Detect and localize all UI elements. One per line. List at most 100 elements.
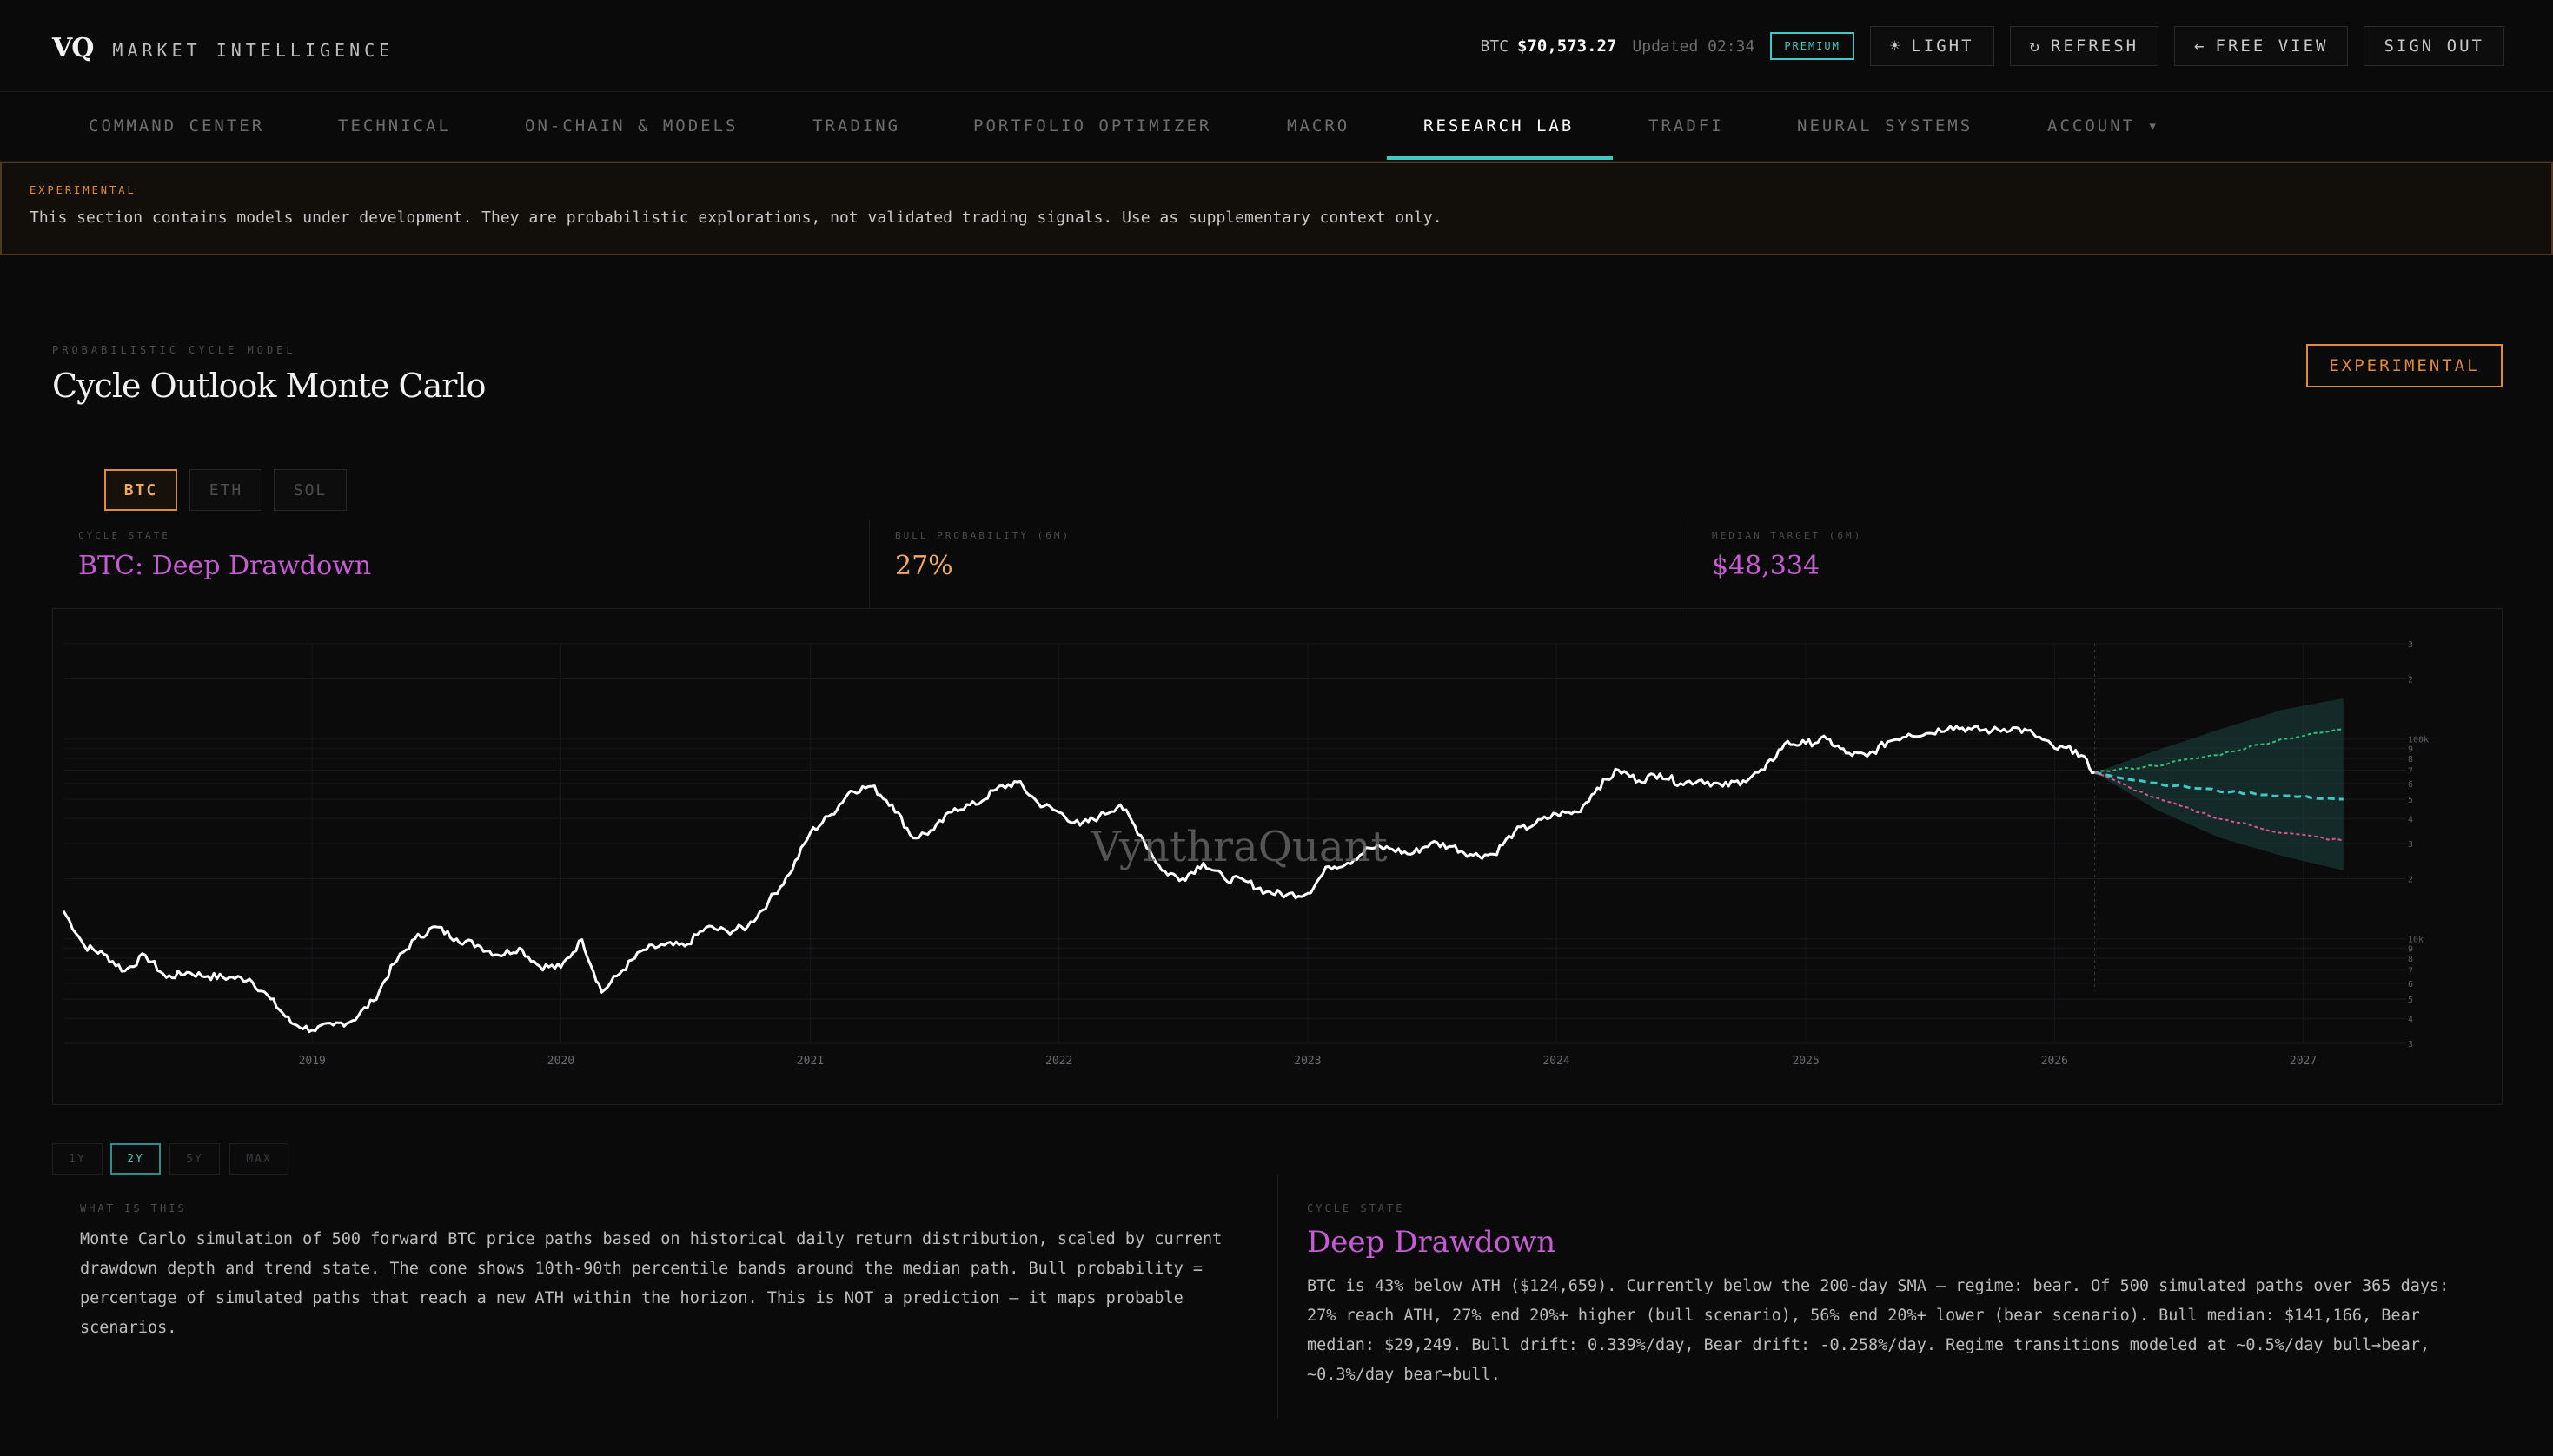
sun-icon: ☀	[1889, 36, 1903, 56]
top-right-controls: BTC $70,573.27 Updated 02:34 PREMIUM ☀ L…	[1481, 26, 2504, 66]
free-view-label: FREE VIEW	[2215, 36, 2329, 56]
price-line	[62, 725, 2095, 1034]
chart-watermark: VynthraQuant	[1090, 823, 1388, 871]
y-tick-label: 4	[2408, 815, 2413, 824]
nav-account[interactable]: ACCOUNT ▾	[2047, 116, 2160, 136]
x-tick-label: 2023	[1294, 1055, 1321, 1068]
stat-bull-probability: BULL PROBABILITY (6M) 27%	[895, 520, 1677, 608]
x-tick-label: 2024	[1542, 1055, 1569, 1068]
y-tick-label: 4	[2408, 1015, 2413, 1024]
chart-grid	[63, 643, 2406, 1044]
range-tab-5y[interactable]: 5Y	[169, 1143, 220, 1175]
y-tick-label: 6	[2408, 980, 2413, 989]
x-tick-label: 2027	[2290, 1055, 2317, 1068]
refresh-button[interactable]: ↻ REFRESH	[2009, 26, 2159, 66]
refresh-icon: ↻	[2029, 36, 2042, 56]
stat-median-target: MEDIAN TARGET (6M) $48,334	[1712, 520, 2494, 608]
sign-out-button[interactable]: SIGN OUT	[2364, 26, 2504, 66]
range-tab-2y[interactable]: 2Y	[110, 1143, 161, 1175]
chart-lines	[62, 725, 2344, 1034]
section-eyebrow: PROBABILISTIC CYCLE MODEL	[52, 344, 296, 356]
refresh-label: REFRESH	[2051, 36, 2139, 56]
brand-logo[interactable]: VQ	[52, 33, 94, 63]
nav-neural-systems[interactable]: NEURAL SYSTEMS	[1797, 116, 1973, 136]
forecast-cone	[2094, 698, 2344, 870]
y-tick-label: 8	[2408, 755, 2413, 764]
y-tick-label: 7	[2408, 766, 2413, 776]
nav-tradfi[interactable]: TRADFI	[1648, 116, 1724, 136]
brand-name: MARKET INTELLIGENCE	[112, 40, 395, 61]
bull-path	[2094, 728, 2344, 774]
y-tick-label: 7	[2408, 966, 2413, 976]
what-is-this-label: WHAT IS THIS	[80, 1202, 187, 1214]
y-tick-label: 3	[2408, 640, 2413, 650]
range-tab-1y[interactable]: 1Y	[52, 1143, 103, 1175]
nav-command-center[interactable]: COMMAND CENTER	[89, 116, 265, 136]
y-tick-label: 10k	[2408, 936, 2424, 945]
y-tick-label: 3	[2408, 1040, 2413, 1049]
nav-trading[interactable]: TRADING	[812, 116, 901, 136]
free-view-button[interactable]: ← FREE VIEW	[2174, 26, 2349, 66]
range-tab-max[interactable]: MAX	[229, 1143, 288, 1175]
experimental-badge: EXPERIMENTAL	[2306, 344, 2503, 387]
median-path	[2094, 771, 2344, 801]
stat-label: MEDIAN TARGET (6M)	[1712, 530, 1863, 541]
y-tick-label: 2	[2408, 676, 2413, 685]
bear-path	[2094, 771, 2344, 842]
top-bar: VQ MARKET INTELLIGENCE BTC $70,573.27 Up…	[0, 0, 2553, 92]
y-tick-label: 9	[2408, 944, 2413, 954]
main-nav: COMMAND CENTER TECHNICAL ON-CHAIN & MODE…	[0, 92, 2553, 162]
banner-text: This section contains models under devel…	[30, 208, 1442, 227]
cycle-state-label: CYCLE STATE	[1307, 1202, 1405, 1214]
arrow-left-icon: ←	[2194, 36, 2207, 56]
x-tick-label: 2020	[547, 1055, 574, 1068]
active-tab-indicator	[1387, 156, 1613, 160]
asset-tab-btc[interactable]: BTC	[104, 469, 177, 511]
stat-cycle-state: CYCLE STATE BTC: Deep Drawdown	[78, 520, 860, 608]
cycle-state-title: Deep Drawdown	[1307, 1225, 1556, 1260]
x-tick-label: 2025	[1792, 1055, 1819, 1068]
nav-on-chain-models[interactable]: ON-CHAIN & MODELS	[525, 116, 739, 136]
nav-portfolio-optimizer[interactable]: PORTFOLIO OPTIMIZER	[973, 116, 1212, 136]
light-mode-button[interactable]: ☀ LIGHT	[1869, 26, 1994, 66]
monte-carlo-chart[interactable]: 3 2 100k 9 8 7 6 5 4 3 2 10k 9 8 7 6 5 4 3 2019 2020 2021 2022…	[52, 608, 2503, 1105]
stat-label: CYCLE STATE	[78, 530, 170, 541]
y-tick-label: 3	[2408, 840, 2413, 850]
y-tick-label: 6	[2408, 780, 2413, 790]
stat-label: BULL PROBABILITY (6M)	[895, 530, 1071, 541]
premium-badge: PREMIUM	[1770, 32, 1854, 60]
stat-value: 27%	[895, 551, 953, 581]
nav-research-lab[interactable]: RESEARCH LAB	[1423, 116, 1575, 136]
x-tick-label: 2021	[797, 1055, 824, 1068]
info-divider	[1277, 1175, 1278, 1418]
stat-value: BTC: Deep Drawdown	[78, 551, 372, 581]
x-tick-label: 2019	[299, 1055, 326, 1068]
nav-technical[interactable]: TECHNICAL	[338, 116, 451, 136]
ticker-price: $70,573.27	[1517, 36, 1617, 56]
updated-time: Updated 02:34	[1632, 36, 1755, 56]
stat-value: $48,334	[1712, 551, 1820, 581]
y-tick-label: 9	[2408, 745, 2413, 754]
nav-macro[interactable]: MACRO	[1287, 116, 1350, 136]
asset-tab-sol[interactable]: SOL	[274, 469, 347, 511]
banner-tag: EXPERIMENTAL	[30, 184, 136, 196]
y-tick-label: 8	[2408, 955, 2413, 964]
stat-divider	[869, 520, 870, 608]
y-tick-label: 100k	[2408, 736, 2429, 745]
y-tick-label: 5	[2408, 996, 2413, 1005]
asset-tab-eth[interactable]: ETH	[189, 469, 262, 511]
what-is-this-text: Monte Carlo simulation of 500 forward BT…	[80, 1230, 1223, 1337]
x-tick-label: 2026	[2041, 1055, 2068, 1068]
forecast-band	[2094, 698, 2344, 870]
brand[interactable]: VQ MARKET INTELLIGENCE	[52, 33, 394, 63]
ticker-symbol: BTC	[1480, 36, 1509, 56]
y-tick-label: 2	[2408, 876, 2413, 885]
y-tick-label: 5	[2408, 796, 2413, 805]
light-mode-label: LIGHT	[1911, 36, 1974, 56]
sign-out-label: SIGN OUT	[2384, 36, 2484, 56]
cycle-state-text: BTC is 43% below ATH ($124,659). Current…	[1307, 1277, 2450, 1384]
page-title: Cycle Outlook Monte Carlo	[52, 367, 486, 405]
x-tick-label: 2022	[1045, 1055, 1072, 1068]
